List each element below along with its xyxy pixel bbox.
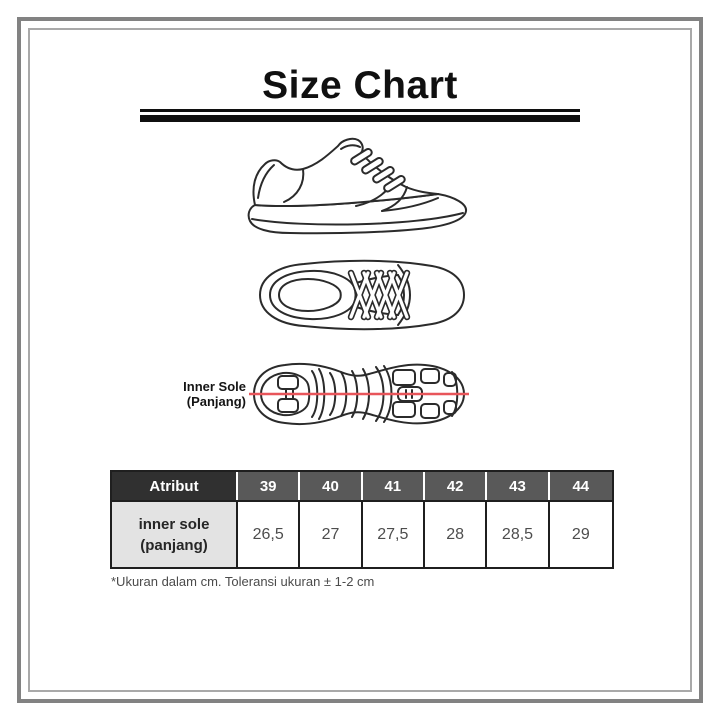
title-underline-thin xyxy=(140,109,580,112)
size-table: Atribut 39 40 41 42 43 44 inner sole (pa… xyxy=(110,470,614,569)
row-label-cell: inner sole (panjang) xyxy=(112,502,238,567)
header-cell-39: 39 xyxy=(238,472,301,500)
title-underline-thick xyxy=(140,115,580,122)
header-cell-43: 43 xyxy=(487,472,550,500)
value-cell-43: 28,5 xyxy=(487,502,550,567)
page-title: Size Chart xyxy=(262,64,458,107)
size-table-data-row: inner sole (panjang) 26,5 27 27,5 28 28,… xyxy=(112,502,612,567)
shoe-side-upper xyxy=(252,137,439,207)
inner-frame-border xyxy=(28,28,692,692)
shoe-side-view-illustration xyxy=(247,137,467,235)
footnote: *Ukuran dalam cm. Toleransi ukuran ± 1-2… xyxy=(111,574,375,589)
row-label-line1: inner sole xyxy=(138,515,210,533)
shoe-sole-view-illustration xyxy=(249,362,469,426)
inner-sole-label: Inner Sole (Panjang) xyxy=(118,379,246,409)
title-underline xyxy=(140,109,580,122)
header-cell-atribut: Atribut xyxy=(112,472,238,500)
value-cell-40: 27 xyxy=(300,502,363,567)
value-cell-42: 28 xyxy=(424,502,488,567)
value-cell-44: 29 xyxy=(549,502,612,567)
header-cell-41: 41 xyxy=(362,472,425,500)
outer-frame-border xyxy=(17,17,703,703)
header-cell-42: 42 xyxy=(424,472,488,500)
value-cell-39: 26,5 xyxy=(238,502,301,567)
shoe-side-laces xyxy=(350,147,406,193)
row-label-line2: (panjang) xyxy=(140,536,208,554)
inner-sole-label-line1: Inner Sole xyxy=(183,379,246,394)
shoe-top-view-illustration xyxy=(259,259,465,331)
inner-sole-label-line2: (Panjang) xyxy=(186,393,246,409)
header-cell-40: 40 xyxy=(300,472,363,500)
shoe-top-laces xyxy=(347,269,411,321)
size-table-header-row: Atribut 39 40 41 42 43 44 xyxy=(112,472,612,502)
header-cell-44: 44 xyxy=(549,472,612,500)
value-cell-41: 27,5 xyxy=(362,502,425,567)
